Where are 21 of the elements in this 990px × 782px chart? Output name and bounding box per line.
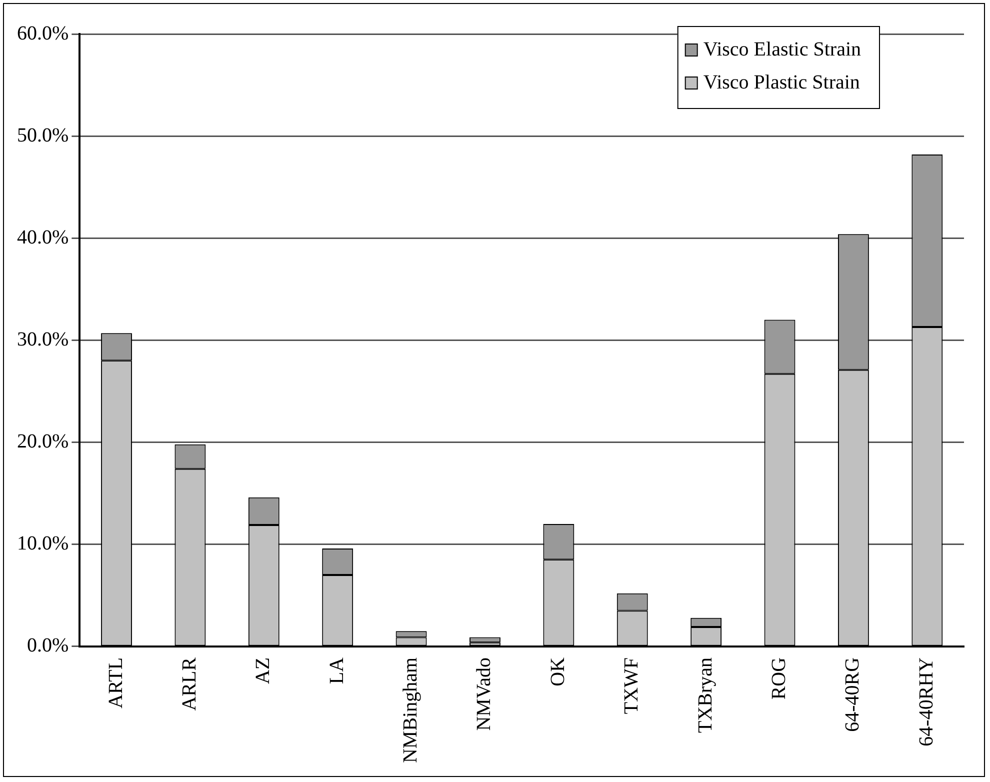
- y-tick-label: 0.0%: [26, 634, 69, 657]
- y-tick-label: 40.0%: [16, 226, 69, 248]
- x-tick-label: 64-40RHY: [915, 657, 938, 746]
- y-tick-label: 20.0%: [16, 430, 69, 453]
- x-tick-label: NMVado: [473, 657, 496, 731]
- y-tick-label: 10.0%: [16, 532, 69, 555]
- x-tick-label: ARTL: [104, 657, 127, 708]
- x-tick-label: ARLR: [178, 656, 200, 711]
- x-tick-label: 64-40RG: [842, 657, 864, 732]
- y-tick-label: 30.0%: [16, 328, 69, 350]
- x-tick-label: LA: [326, 656, 348, 684]
- x-tick-label: NMBingham: [400, 657, 422, 764]
- x-tick-label: TXWF: [620, 657, 643, 714]
- x-tick-label: TXBryan: [694, 657, 716, 733]
- x-tick-label: OK: [546, 656, 569, 686]
- x-tick-label: ROG: [768, 657, 790, 700]
- y-tick-label: 50.0%: [16, 124, 69, 146]
- legend-label: Visco Elastic Strain: [703, 38, 861, 60]
- y-tick-label: 60.0%: [16, 22, 69, 44]
- legend-label: Visco Plastic Strain: [703, 71, 860, 94]
- x-tick-label: AZ: [252, 657, 274, 684]
